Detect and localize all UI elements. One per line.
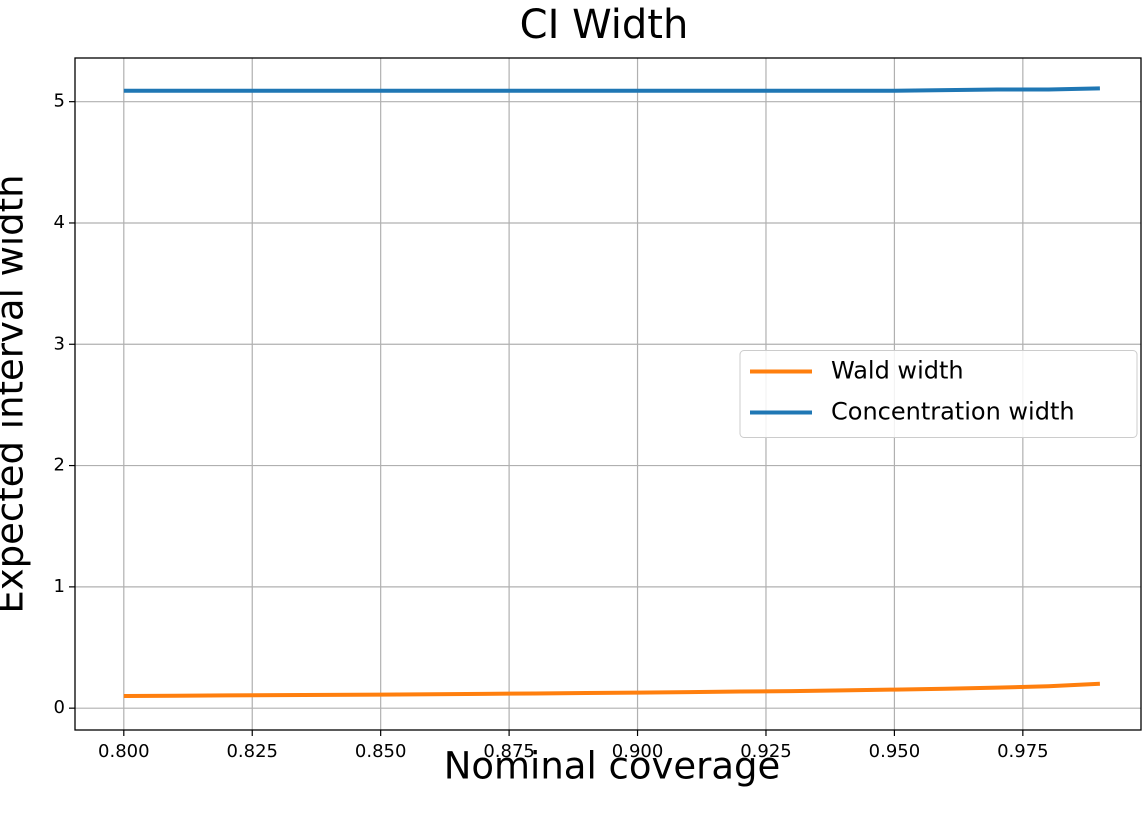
line-series <box>123 86 1100 93</box>
x-tick-label: 0.950 <box>869 741 921 762</box>
x-tick-label: 0.850 <box>355 741 407 762</box>
plot-frame <box>74 57 1142 731</box>
y-axis-label: Expected interval width <box>0 174 32 613</box>
legend-label: Concentration width <box>831 398 1075 426</box>
legend-label: Wald width <box>831 357 964 385</box>
x-axis-label: Nominal coverage <box>444 745 781 788</box>
y-tick-label: 4 <box>54 212 65 233</box>
legend: Wald width Concentration width <box>739 350 1138 438</box>
y-tick-label: 1 <box>54 576 65 597</box>
x-tick-label: 0.975 <box>997 741 1049 762</box>
x-tick-label: 0.900 <box>612 741 664 762</box>
x-tick-label: 0.825 <box>226 741 278 762</box>
y-tick-label: 3 <box>54 333 65 354</box>
line-series <box>123 681 1100 699</box>
y-tick-label: 5 <box>54 91 65 112</box>
chart-title: CI Width <box>520 2 689 48</box>
x-tick-label: 0.925 <box>740 741 792 762</box>
x-tick-label: 0.875 <box>483 741 535 762</box>
y-tick-label: 2 <box>54 455 65 476</box>
y-tick-label: 0 <box>54 697 65 718</box>
legend-box <box>739 350 1138 438</box>
x-tick-label: 0.800 <box>98 741 150 762</box>
